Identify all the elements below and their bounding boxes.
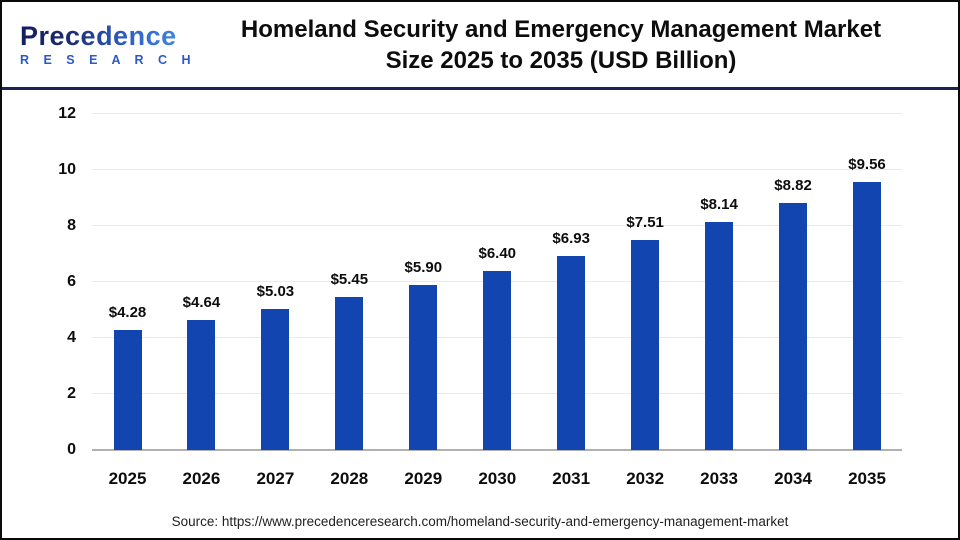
x-tick-label-2030: 2030 [478,469,517,488]
x-tick-label-2035: 2035 [848,469,886,488]
x-tick-label-2027: 2027 [256,469,295,488]
bar-value-label-2029: $5.90 [404,258,443,276]
y-tick-label-8: 8 [67,217,76,234]
bar-value-label-2031: $6.93 [552,229,590,247]
bar-value-label-2025: $4.28 [108,304,147,322]
x-tick-label-2033: 2033 [700,469,739,488]
bar-2029 [409,284,438,450]
x-tick-label-2034: 2034 [774,469,812,488]
source-citation: Source: https://www.precedenceresearch.c… [171,514,789,529]
bar-value-label-2030: $6.40 [478,244,517,262]
logo-wordmark: Precedence [20,20,177,51]
x-tick-label-2025: 2025 [108,469,147,488]
y-tick-label-10: 10 [58,161,76,178]
y-tick-label-0: 0 [67,441,76,458]
bar-value-label-2028: $5.45 [330,271,369,289]
bar-2030 [483,270,512,450]
bar-2035 [853,182,881,450]
header: Precedence R E S E A R C H Homeland Secu… [2,2,958,90]
bar-2027 [261,309,290,450]
precedence-research-logo: Precedence R E S E A R C H [20,20,197,68]
bar-2031 [557,255,586,450]
x-tick-label-2028: 2028 [330,469,369,488]
bar-2028 [335,297,364,450]
y-tick-label-2: 2 [67,385,76,402]
bar-chart: 0 2 4 6 8 10 12 $4.28 2025 $4.64 2026 $5.03 2027 $5.… [2,90,958,502]
bar-value-label-2035: $9.56 [848,156,886,174]
bar-2025 [113,330,142,450]
y-tick-label-12: 12 [58,105,76,122]
x-tick-label-2029: 2029 [404,469,443,488]
plot-area: $4.28 2025 $4.64 2026 $5.03 2027 $5.45 2028 $5.9… [92,113,902,487]
x-tick-label-2026: 2026 [182,469,221,488]
bar-2032 [631,239,660,450]
logo-subtitle: R E S E A R C H [20,53,197,68]
bar-value-label-2033: $8.14 [700,196,738,214]
title-line-1: Homeland Security and Emergency Manageme… [240,15,882,43]
bar-2026 [187,320,216,450]
bar-2034 [779,203,808,450]
page-title: Homeland Security and Emergency Manageme… [178,14,958,76]
bar-value-label-2034: $8.82 [774,177,812,195]
y-tick-label-6: 6 [67,273,76,290]
x-axis-line [92,449,902,451]
y-axis: 0 2 4 6 8 10 12 [2,106,76,458]
bar-value-label-2027: $5.03 [256,283,295,301]
gridline-10 [92,169,902,170]
y-tick-label-4: 4 [67,329,76,346]
gridline-8 [92,225,902,226]
bar-value-label-2032: $7.51 [626,213,664,231]
x-tick-label-2032: 2032 [626,469,665,488]
gridline-12 [92,113,902,114]
bar-2033 [705,222,734,450]
x-tick-label-2031: 2031 [552,469,591,488]
bar-value-label-2026: $4.64 [182,294,221,312]
title-line-2: Size 2025 to 2035 (USD Billion) [385,46,737,74]
